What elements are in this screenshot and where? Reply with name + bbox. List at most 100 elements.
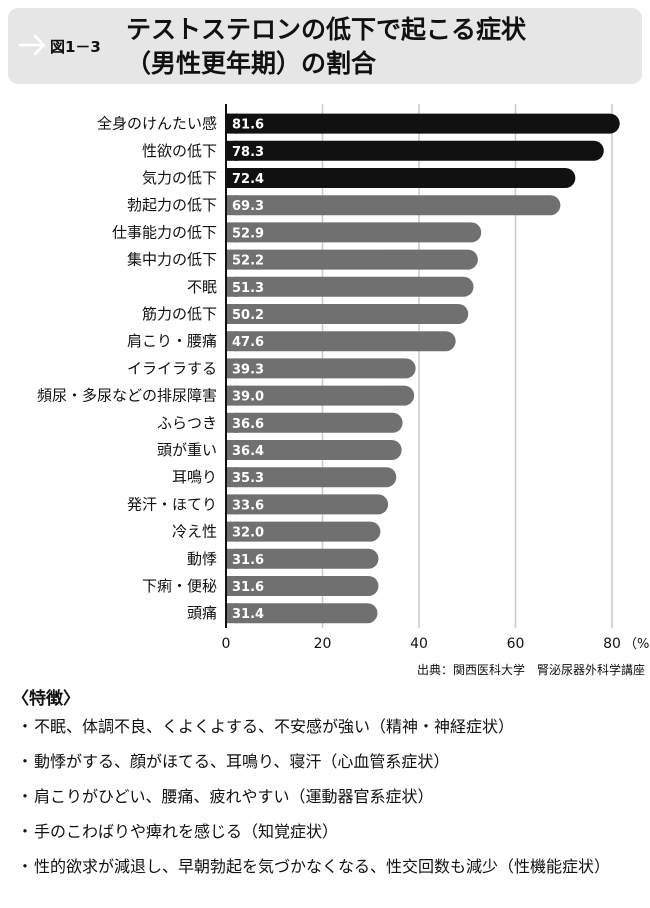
bar bbox=[226, 603, 378, 624]
figure-number: 図1－3 bbox=[50, 38, 101, 56]
bar-value-label: 50.2 bbox=[232, 308, 264, 323]
bars: 81.6 全身のけんたい感 78.3 性欲の低下 72.4 気力の低下 69.3 勃起力の低下… bbox=[37, 104, 620, 628]
bar-base bbox=[226, 440, 238, 460]
x-tick-label: 0 bbox=[222, 636, 231, 652]
bar-value-label: 31.6 bbox=[232, 553, 264, 568]
category-label: ふらつき bbox=[157, 414, 217, 432]
bullet-icon: ・ bbox=[17, 752, 34, 771]
x-tick-label: 40 bbox=[410, 636, 428, 652]
bullet-icon: ・ bbox=[17, 787, 34, 806]
feature-item: ・性的欲求が減退し、早朝勃起を気づかなくなる、性交回数も減少（性機能症状） bbox=[12, 855, 642, 878]
category-label: 頻尿・多尿などの排尿障害 bbox=[37, 387, 217, 405]
bullet-icon: ・ bbox=[17, 717, 34, 736]
bar bbox=[226, 440, 402, 460]
bar-base bbox=[226, 576, 238, 596]
bar-value-label: 39.0 bbox=[232, 390, 264, 405]
category-label: 発汗・ほてり bbox=[127, 495, 217, 513]
bar-base bbox=[226, 412, 238, 433]
bar bbox=[226, 494, 389, 515]
bar-value-label: 78.3 bbox=[232, 145, 264, 160]
features-section: 〈特徴〉 ・不眠、体調不良、くよくよする、不安感が強い（精神・神経症状）・動悸が… bbox=[12, 686, 642, 890]
category-label: 不眠 bbox=[187, 278, 217, 296]
feature-item: ・不眠、体調不良、くよくよする、不安感が強い（精神・神経症状） bbox=[12, 715, 642, 738]
bar-base bbox=[226, 385, 238, 406]
bar-base bbox=[226, 113, 238, 134]
feature-item: ・動悸がする、顔がほてる、耳鳴り、寝汗（心血管系症状） bbox=[12, 750, 642, 773]
figure-title: テストステロンの低下で起こる症状 （男性更年期）の割合 bbox=[126, 13, 626, 81]
bar-base bbox=[226, 195, 238, 216]
bar-value-label: 31.6 bbox=[232, 580, 264, 595]
bar bbox=[226, 304, 469, 324]
bar-base bbox=[226, 249, 238, 270]
category-label: 性欲の低下 bbox=[142, 142, 217, 160]
bar-base bbox=[226, 222, 238, 243]
feature-item: ・肩こりがひどい、腰痛、疲れやすい（運動器官系症状） bbox=[12, 785, 642, 808]
bar-value-label: 72.4 bbox=[232, 172, 264, 187]
features-list: ・不眠、体調不良、くよくよする、不安感が強い（精神・神経症状）・動悸がする、顔が… bbox=[12, 715, 642, 878]
category-label: 気力の低下 bbox=[142, 169, 217, 187]
bar bbox=[226, 467, 397, 488]
category-label: 頭が重い bbox=[157, 441, 217, 459]
figure-title-line-2: （男性更年期）の割合 bbox=[126, 49, 377, 78]
x-tick-label: 20 bbox=[314, 636, 332, 652]
category-label: 全身のけんたい感 bbox=[97, 115, 217, 133]
bar-value-label: 47.6 bbox=[232, 335, 264, 350]
category-label: イライラする bbox=[127, 359, 217, 377]
bullet-icon: ・ bbox=[17, 857, 34, 876]
bar-value-label: 36.6 bbox=[232, 417, 264, 432]
bar bbox=[226, 168, 576, 188]
x-axis-unit: （%） bbox=[624, 637, 650, 652]
source-note: 出典：関西医科大学 腎泌尿器外科学講座 bbox=[416, 663, 645, 677]
bar bbox=[226, 521, 381, 542]
bar-base bbox=[226, 331, 238, 352]
bar bbox=[226, 385, 415, 406]
bar-value-label: 81.6 bbox=[232, 118, 264, 133]
bar-base bbox=[226, 467, 238, 488]
bar-base bbox=[226, 140, 238, 161]
bar-value-label: 32.0 bbox=[232, 526, 264, 541]
bar bbox=[226, 140, 604, 161]
figure-title-line-1: テストステロンの低下で起こる症状 bbox=[126, 15, 527, 44]
feature-text: 性的欲求が減退し、早朝勃起を気づかなくなる、性交回数も減少（性機能症状） bbox=[34, 857, 611, 876]
category-label: 集中力の低下 bbox=[127, 251, 217, 269]
category-label: 頭痛 bbox=[187, 604, 217, 622]
bar bbox=[226, 412, 403, 433]
bar-base bbox=[226, 304, 238, 324]
features-heading: 〈特徴〉 bbox=[12, 689, 80, 709]
bar-value-label: 69.3 bbox=[232, 199, 264, 214]
arrow-right-icon bbox=[18, 34, 46, 56]
bar-value-label: 52.2 bbox=[232, 254, 264, 269]
feature-text: 手のこわばりや痺れを感じる（知覚症状） bbox=[34, 822, 339, 841]
bar-value-label: 31.4 bbox=[232, 607, 264, 622]
bar-value-label: 35.3 bbox=[232, 471, 264, 486]
category-label: 動悸 bbox=[187, 550, 217, 568]
category-label: 耳鳴り bbox=[172, 468, 217, 486]
bar-base bbox=[226, 548, 238, 569]
bullet-icon: ・ bbox=[17, 822, 34, 841]
bar bbox=[226, 548, 379, 569]
x-tick-label: 80 bbox=[603, 636, 621, 652]
bar bbox=[226, 249, 478, 270]
category-label: 仕事能力の低下 bbox=[112, 223, 217, 241]
category-label: 肩こり・腰痛 bbox=[127, 332, 217, 350]
bar-base bbox=[226, 603, 238, 624]
bar-base bbox=[226, 276, 238, 297]
bar-base bbox=[226, 521, 238, 542]
bar bbox=[226, 576, 379, 596]
bar-value-label: 33.6 bbox=[232, 498, 264, 513]
bar-chart: 81.6 全身のけんたい感 78.3 性欲の低下 72.4 気力の低下 69.3 勃起力の低下… bbox=[37, 104, 650, 652]
bar bbox=[226, 358, 416, 379]
bar bbox=[226, 113, 620, 134]
category-label: 下痢・便秘 bbox=[142, 577, 217, 595]
bar-base bbox=[226, 358, 238, 379]
category-label: 筋力の低下 bbox=[142, 305, 217, 323]
feature-item: ・手のこわばりや痺れを感じる（知覚症状） bbox=[12, 820, 642, 843]
bar-value-label: 36.4 bbox=[232, 444, 264, 459]
feature-text: 肩こりがひどい、腰痛、疲れやすい（運動器官系症状） bbox=[34, 787, 434, 806]
bar bbox=[226, 331, 456, 352]
x-axis-ticks: 0 20 40 60 80（%） bbox=[222, 636, 650, 652]
feature-text: 不眠、体調不良、くよくよする、不安感が強い（精神・神経症状） bbox=[34, 717, 515, 736]
bar bbox=[226, 276, 474, 297]
bar-value-label: 52.9 bbox=[232, 226, 264, 241]
bar-value-label: 51.3 bbox=[232, 281, 264, 296]
